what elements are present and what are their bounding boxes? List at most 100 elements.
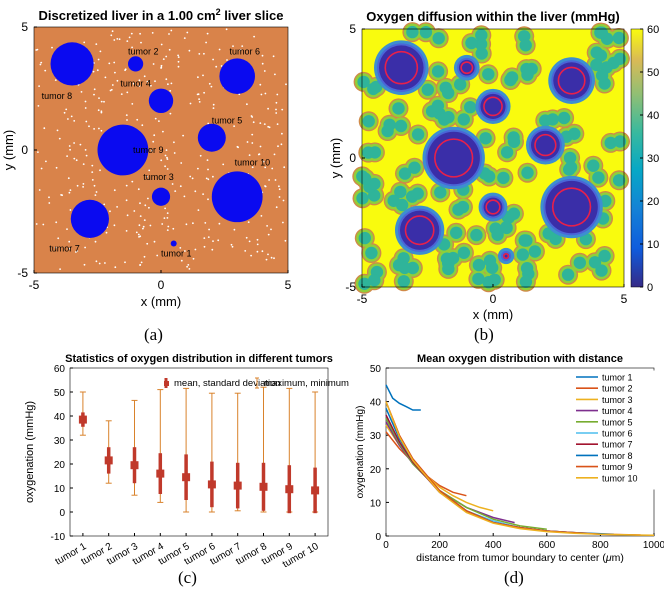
liver-cell-dot bbox=[184, 250, 186, 252]
liver-cell-dot bbox=[169, 112, 172, 115]
oxygen-core bbox=[598, 249, 611, 263]
liver-cell-dot bbox=[187, 264, 190, 266]
liver-cell-dot bbox=[83, 263, 86, 266]
liver-cell-dot bbox=[144, 204, 147, 207]
liver-cell-dot bbox=[113, 189, 116, 192]
liver-cell-dot bbox=[197, 93, 200, 96]
oxygen-core bbox=[394, 119, 408, 133]
legend-box bbox=[569, 370, 655, 490]
liver-cell-dot bbox=[212, 103, 215, 106]
oxygen-core bbox=[464, 101, 477, 114]
liver-cell-dot bbox=[152, 140, 155, 143]
liver-cell-dot bbox=[73, 120, 76, 122]
oxygen-core bbox=[431, 99, 445, 113]
oxygen-core bbox=[456, 200, 470, 214]
liver-cell-dot bbox=[114, 71, 116, 74]
x-tick-label: 0 bbox=[490, 292, 497, 306]
liver-cell-dot bbox=[113, 224, 116, 227]
liver-cell-dot bbox=[275, 101, 278, 104]
oxygen-core bbox=[520, 262, 534, 275]
tumor-disk bbox=[50, 42, 94, 86]
oxygen-core bbox=[454, 78, 467, 91]
liver-cell-dot bbox=[125, 114, 128, 116]
liver-cell-dot bbox=[260, 93, 263, 96]
liver-cell-dot bbox=[268, 179, 270, 181]
oxygen-core bbox=[475, 29, 488, 42]
oxygen-core bbox=[450, 226, 463, 239]
liver-cell-dot bbox=[58, 137, 61, 140]
oxygen-core bbox=[442, 86, 455, 100]
liver-cell-dot bbox=[276, 123, 279, 125]
liver-cell-dot bbox=[128, 36, 131, 39]
liver-cell-dot bbox=[197, 76, 199, 79]
liver-cell-dot bbox=[180, 162, 183, 164]
liver-cell-dot bbox=[116, 38, 119, 40]
oxygen-core bbox=[595, 69, 609, 82]
liver-cell-dot bbox=[133, 210, 136, 212]
liver-cell-dot bbox=[161, 223, 164, 225]
liver-cell-dot bbox=[280, 143, 283, 146]
liver-cell-dot bbox=[167, 83, 169, 86]
caption-c: (c) bbox=[178, 568, 197, 587]
liver-cell-dot bbox=[99, 169, 101, 172]
liver-cell-dot bbox=[100, 100, 103, 103]
liver-cell-dot bbox=[177, 54, 180, 57]
liver-cell-dot bbox=[186, 265, 189, 268]
liver-cell-dot bbox=[113, 39, 116, 41]
y-tick-label: 60 bbox=[54, 364, 66, 375]
liver-cell-dot bbox=[54, 79, 57, 81]
liver-cell-dot bbox=[225, 28, 228, 31]
liver-cell-dot bbox=[92, 70, 95, 73]
liver-cell-dot bbox=[191, 177, 194, 180]
liver-cell-dot bbox=[278, 196, 281, 198]
oxygen-core bbox=[497, 171, 510, 185]
liver-cell-dot bbox=[65, 108, 68, 111]
x-tick-label: 5 bbox=[285, 278, 292, 292]
liver-cell-dot bbox=[246, 103, 248, 106]
liver-cell-dot bbox=[207, 236, 210, 239]
liver-cell-dot bbox=[143, 219, 146, 222]
liver-cell-dot bbox=[67, 177, 70, 180]
liver-cell-dot bbox=[198, 101, 201, 103]
colorbar-tick-label: 0 bbox=[647, 282, 653, 294]
liver-cell-dot bbox=[103, 100, 105, 103]
liver-cell-dot bbox=[94, 194, 97, 197]
caption-b: (b) bbox=[474, 325, 494, 344]
oxygen-core bbox=[479, 132, 492, 145]
series-line bbox=[385, 384, 421, 411]
liver-cell-dot bbox=[277, 145, 279, 148]
liver-cell-dot bbox=[95, 260, 98, 263]
liver-cell-dot bbox=[158, 120, 160, 122]
oxygen-core bbox=[398, 261, 411, 275]
oxygen-core bbox=[411, 187, 424, 200]
liver-cell-dot bbox=[69, 148, 71, 151]
liver-cell-dot bbox=[82, 186, 84, 188]
liver-cell-dot bbox=[35, 223, 38, 225]
liver-cell-dot bbox=[239, 49, 242, 51]
liver-cell-dot bbox=[166, 156, 168, 159]
liver-cell-dot bbox=[75, 251, 77, 253]
y-axis-label: oxygenation (mmHg) bbox=[24, 401, 36, 503]
colorbar-tick-label: 10 bbox=[647, 239, 659, 251]
liver-cell-dot bbox=[100, 129, 103, 132]
liver-cell-dot bbox=[137, 188, 140, 191]
liver-cell-dot bbox=[189, 102, 192, 105]
oxygen-core bbox=[561, 268, 575, 281]
liver-cell-dot bbox=[103, 203, 106, 206]
liver-cell-dot bbox=[204, 222, 207, 224]
liver-cell-dot bbox=[192, 257, 195, 260]
oxygen-core bbox=[421, 83, 434, 96]
liver-cell-dot bbox=[48, 196, 50, 199]
y-tick-label: 10 bbox=[54, 484, 66, 495]
legend-mean-marker bbox=[164, 381, 169, 386]
legend-range-label: maximum, minimum bbox=[264, 378, 349, 389]
liver-cell-dot bbox=[151, 32, 154, 34]
oxygen-core bbox=[358, 231, 371, 245]
y-tick-label: 5 bbox=[349, 22, 356, 36]
y-tick-label: 50 bbox=[54, 388, 66, 399]
liver-cell-dot bbox=[166, 168, 169, 170]
oxygen-core bbox=[392, 102, 405, 115]
liver-cell-dot bbox=[66, 228, 68, 231]
tumor-disk bbox=[219, 58, 255, 94]
oxygen-core bbox=[564, 161, 578, 174]
